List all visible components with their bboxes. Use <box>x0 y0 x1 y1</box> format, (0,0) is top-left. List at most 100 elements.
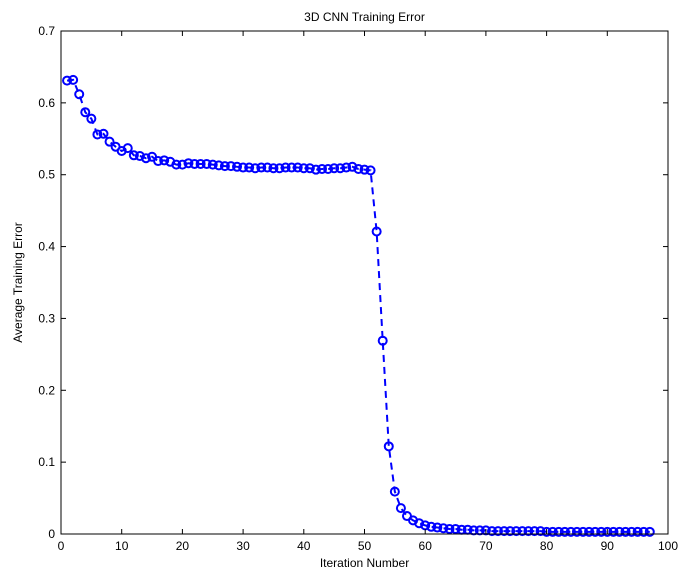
data-point <box>571 526 582 537</box>
data-point <box>383 441 394 452</box>
data-point <box>365 165 376 176</box>
data-point <box>523 526 534 537</box>
y-tick-label: 0.5 <box>38 168 55 182</box>
x-tick-label: 20 <box>176 539 190 553</box>
data-point <box>232 161 243 172</box>
data-point <box>620 526 631 537</box>
data-point <box>614 526 625 537</box>
data-point <box>140 153 151 164</box>
data-point <box>602 526 613 537</box>
x-tick-label: 60 <box>419 539 433 553</box>
data-point <box>529 526 540 537</box>
x-tick-label: 30 <box>236 539 250 553</box>
data-point <box>347 161 358 172</box>
data-point <box>444 523 455 534</box>
y-tick-label: 0.1 <box>38 455 55 469</box>
data-point <box>578 526 589 537</box>
data-point <box>268 163 279 174</box>
data-point <box>171 159 182 170</box>
data-point <box>298 163 309 174</box>
data-point <box>219 161 230 172</box>
data-point <box>195 158 206 169</box>
x-tick-label: 70 <box>479 539 493 553</box>
data-point <box>323 163 334 174</box>
data-point <box>292 162 303 173</box>
data-point <box>153 156 164 167</box>
data-point <box>250 163 261 174</box>
x-tick-label: 100 <box>658 539 678 553</box>
y-tick-label: 0.2 <box>38 383 55 397</box>
plot-area-background <box>61 31 668 534</box>
data-point <box>432 522 443 533</box>
data-point <box>256 162 267 173</box>
data-point <box>68 74 79 85</box>
data-point <box>92 129 103 140</box>
data-point <box>584 526 595 537</box>
series-line <box>66 78 650 533</box>
data-point <box>159 155 170 166</box>
x-tick-label: 90 <box>601 539 615 553</box>
data-point <box>565 526 576 537</box>
data-point <box>371 226 382 237</box>
data-point <box>596 526 607 537</box>
data-point <box>86 113 97 124</box>
x-tick-label: 50 <box>358 539 372 553</box>
data-point <box>262 162 273 173</box>
data-point <box>329 163 340 174</box>
data-point <box>499 526 510 537</box>
data-point <box>128 150 139 161</box>
data-point <box>377 335 388 346</box>
data-point <box>225 161 236 172</box>
x-tick-label: 40 <box>297 539 311 553</box>
data-point <box>644 526 655 537</box>
data-point <box>438 523 449 534</box>
x-axis-label: Iteration Number <box>320 556 409 570</box>
data-point <box>62 75 73 86</box>
data-point <box>74 89 85 100</box>
data-point <box>134 151 145 162</box>
data-point <box>511 526 522 537</box>
y-tick-label: 0 <box>48 527 55 541</box>
data-point <box>414 518 425 529</box>
data-point <box>341 162 352 173</box>
data-point <box>207 159 218 170</box>
data-point <box>201 158 212 169</box>
data-point <box>280 162 291 173</box>
data-point <box>547 526 558 537</box>
data-point <box>608 526 619 537</box>
data-point <box>213 160 224 171</box>
data-point <box>535 526 546 537</box>
data-point <box>244 162 255 173</box>
y-axis-label: Average Training Error <box>11 222 25 343</box>
data-point <box>104 136 115 147</box>
data-point <box>238 162 249 173</box>
y-tick-label: 0.7 <box>38 24 55 38</box>
data-point <box>359 164 370 175</box>
data-point <box>317 163 328 174</box>
data-point <box>353 163 364 174</box>
data-point <box>426 521 437 532</box>
chart-title: 3D CNN Training Error <box>304 10 425 24</box>
ticks-layer: 0 10 20 30 40 50 60 70 80 90 100 0 0.1 0.2 0.3 0.4 0.5 0.… <box>38 24 678 553</box>
data-point <box>310 164 321 175</box>
data-point <box>122 143 133 154</box>
x-tick-label: 0 <box>58 539 65 553</box>
x-tick-label: 10 <box>115 539 129 553</box>
data-point <box>177 159 188 170</box>
data-point <box>541 526 552 537</box>
data-point <box>590 526 601 537</box>
data-point <box>274 163 285 174</box>
data-point <box>335 163 346 174</box>
data-point <box>505 526 516 537</box>
data-point <box>304 163 315 174</box>
data-point <box>450 523 461 534</box>
data-point <box>638 526 649 537</box>
y-tick-label: 0.6 <box>38 96 55 110</box>
data-point <box>486 526 497 537</box>
data-point <box>553 526 564 537</box>
data-point <box>286 162 297 173</box>
data-point <box>559 526 570 537</box>
y-tick-label: 0.4 <box>38 240 55 254</box>
